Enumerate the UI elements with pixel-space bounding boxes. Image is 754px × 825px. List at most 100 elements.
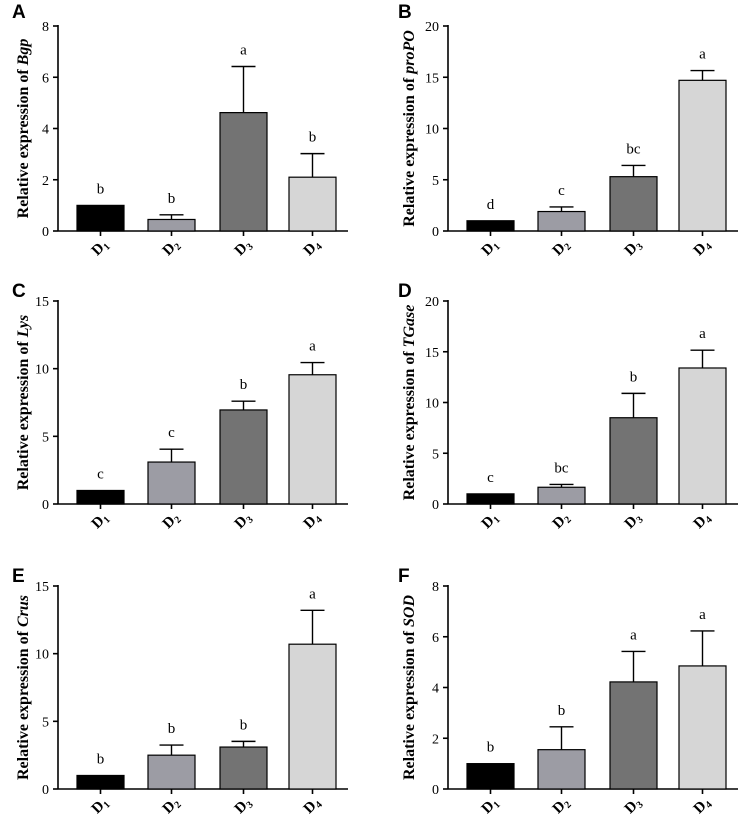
- x-tick-label: D4: [691, 795, 715, 819]
- x-tick-label-subscript: 4: [703, 799, 714, 810]
- y-axis-label-prefix: Relative expression of: [15, 337, 32, 490]
- bar-d1: [466, 220, 515, 232]
- y-tick-label: 0: [432, 783, 439, 798]
- x-tick-label: D1: [479, 795, 503, 819]
- y-tick-label: 0: [42, 225, 49, 240]
- significance-label: c: [168, 425, 175, 441]
- y-tick-label: 15: [35, 580, 49, 595]
- y-tick-label: 2: [432, 732, 439, 747]
- significance-label: b: [97, 751, 105, 767]
- y-tick-label: 0: [432, 225, 439, 240]
- y-axis-label: Relative expression of Lys: [15, 315, 32, 491]
- significance-label: b: [630, 369, 638, 385]
- significance-label: c: [487, 470, 494, 486]
- y-axis-label: Relative expression of Crus: [15, 595, 32, 780]
- y-tick-label: 8: [432, 580, 439, 595]
- significance-label: b: [558, 703, 566, 719]
- x-tick-label-subscript: 2: [172, 241, 183, 252]
- panel-a: A Relative expression of Bgp 0 2 4 6 8 b D1 b D2 a D…: [12, 2, 348, 261]
- x-tick-label-subscript: 3: [244, 514, 255, 525]
- bar-d2: [147, 218, 196, 232]
- bar-d3: [609, 681, 658, 790]
- x-tick-label-subscript: 3: [634, 799, 645, 810]
- x-tick-label-subscript: 2: [562, 799, 573, 810]
- y-axis-label-gene: TGase: [401, 305, 418, 348]
- x-tick-label: D4: [301, 795, 325, 819]
- x-tick-label: D3: [622, 237, 646, 261]
- y-tick-label: 0: [42, 783, 49, 798]
- x-tick-label: D1: [89, 510, 113, 534]
- panel-letter: C: [12, 281, 26, 302]
- bar-d2: [147, 461, 196, 505]
- bar-d1: [76, 204, 125, 232]
- significance-label: b: [487, 740, 495, 756]
- bar-d4: [288, 374, 337, 505]
- y-tick-label: 20: [425, 295, 439, 310]
- panel-f: F Relative expression of SOD 0 2 4 6 8 b D1 b D2 a D…: [398, 566, 738, 819]
- y-axis-label-gene: proPO: [401, 30, 418, 76]
- y-axis-label: Relative expression of Bgp: [15, 39, 32, 219]
- bar-d2: [537, 486, 586, 505]
- bar-d2: [147, 754, 196, 790]
- x-tick-label: D3: [622, 795, 646, 819]
- y-tick-label: 0: [42, 498, 49, 513]
- panel-letter: F: [398, 566, 410, 587]
- panel-letter: E: [12, 566, 25, 587]
- significance-label: b: [168, 721, 176, 737]
- y-tick-label: 6: [432, 631, 439, 646]
- significance-label: a: [699, 607, 706, 623]
- y-axis-label-prefix: Relative expression of: [15, 627, 32, 780]
- significance-label: b: [168, 191, 176, 207]
- panel-letter: B: [398, 2, 412, 23]
- bar-d4: [678, 79, 727, 232]
- panel-d: D Relative expression of TGase 0 5 10 15 20 c D1…: [398, 281, 738, 534]
- significance-label: b: [240, 377, 248, 393]
- significance-label: b: [240, 717, 248, 733]
- x-tick-label-subscript: 4: [313, 799, 324, 810]
- y-tick-label: 5: [42, 715, 49, 730]
- x-tick-label-subscript: 3: [244, 241, 255, 252]
- x-tick-label: D2: [550, 237, 574, 261]
- y-axis-label-gene: Bgp: [15, 39, 32, 67]
- x-tick-label-subscript: 2: [562, 241, 573, 252]
- x-tick-label-subscript: 1: [101, 241, 112, 252]
- bar-d3: [609, 176, 658, 232]
- x-tick-label-subscript: 1: [101, 799, 112, 810]
- x-tick-label: D1: [479, 237, 503, 261]
- x-tick-label-subscript: 1: [491, 514, 502, 525]
- significance-label: c: [558, 183, 565, 199]
- x-tick-label-subscript: 1: [101, 514, 112, 525]
- y-axis-label: Relative expression of SOD: [401, 595, 418, 780]
- x-tick-label: D4: [301, 510, 325, 534]
- y-tick-label: 15: [425, 346, 439, 361]
- significance-label: d: [487, 197, 495, 213]
- x-tick-label: D4: [301, 237, 325, 261]
- x-tick-label: D3: [232, 237, 256, 261]
- x-tick-label-subscript: 1: [491, 241, 502, 252]
- x-tick-label: D1: [89, 237, 113, 261]
- bar-d2: [537, 210, 586, 232]
- x-tick-label: D4: [691, 510, 715, 534]
- x-tick-label: D2: [550, 795, 574, 819]
- x-tick-label: D1: [479, 510, 503, 534]
- x-tick-label: D1: [89, 795, 113, 819]
- x-tick-label-subscript: 4: [313, 514, 324, 525]
- significance-label: bc: [626, 141, 641, 157]
- bar-d3: [219, 409, 268, 505]
- panel-b: B Relative expression of proPO 0 5 10 15 20 d D1…: [398, 2, 738, 261]
- bar-d3: [219, 112, 268, 232]
- y-tick-label: 5: [432, 174, 439, 189]
- y-tick-label: 6: [42, 71, 49, 86]
- significance-label: a: [630, 627, 637, 643]
- bar-d1: [76, 489, 125, 505]
- y-tick-label: 8: [42, 20, 49, 35]
- y-tick-label: 20: [425, 20, 439, 35]
- significance-label: a: [309, 586, 316, 602]
- panel-letter: A: [12, 2, 26, 23]
- y-tick-label: 4: [42, 123, 49, 138]
- bar-d4: [288, 643, 337, 790]
- y-tick-label: 10: [35, 648, 49, 663]
- bar-d1: [76, 774, 125, 790]
- y-tick-label: 10: [425, 397, 439, 412]
- significance-label: c: [97, 466, 104, 482]
